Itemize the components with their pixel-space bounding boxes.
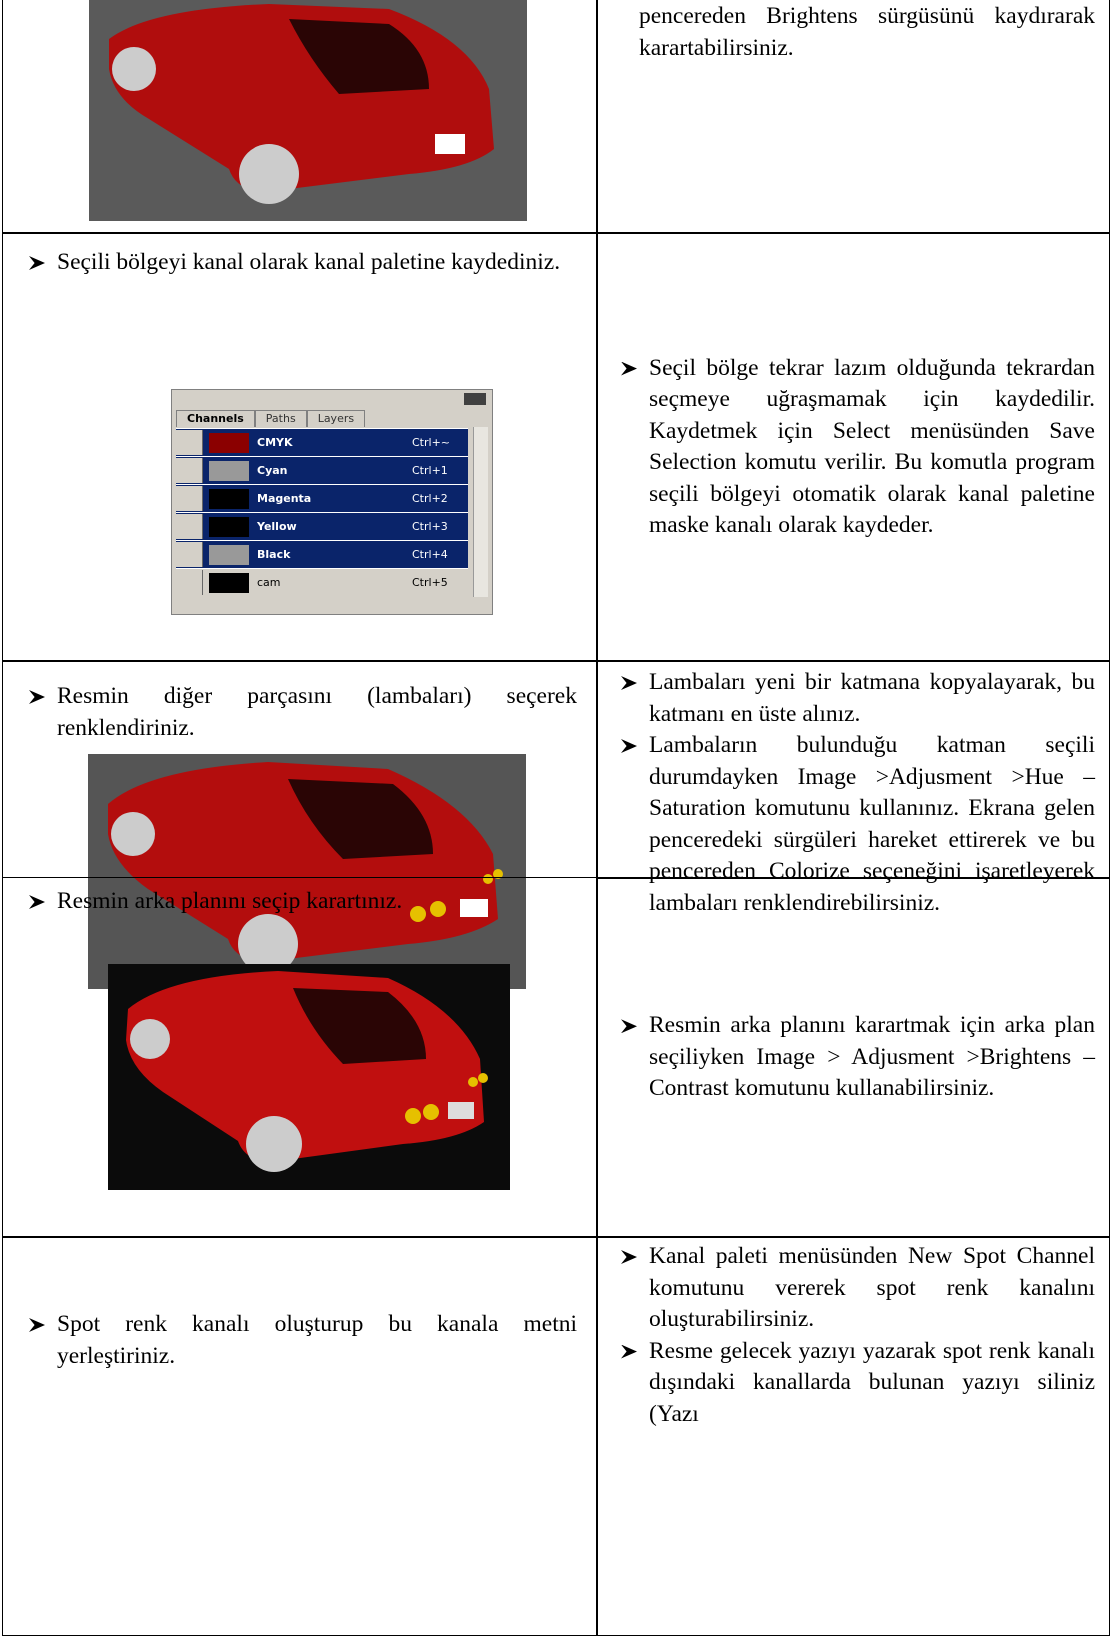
eye-toggle bbox=[176, 486, 203, 511]
text: Seçil bölge tekrar lazım olduğunda tekra… bbox=[649, 354, 1095, 539]
channel-name: cam bbox=[257, 575, 281, 589]
channel-row: Magenta Ctrl+2 bbox=[176, 484, 468, 512]
thumbnail bbox=[209, 572, 249, 593]
channel-shortcut: Ctrl+3 bbox=[412, 519, 448, 533]
cell: Seçili bölgeyi kanal olarak kanal paleti… bbox=[2, 232, 598, 662]
bullet-item: Spot renk kanalı oluşturup bu kanala met… bbox=[25, 1309, 577, 1372]
eye-toggle bbox=[176, 458, 203, 483]
text: Resmin diğer parçasını (lambaları) seçer… bbox=[57, 683, 577, 741]
thumbnail bbox=[209, 432, 249, 453]
bullet-item: Kanal paleti menüsünden New Spot Channel… bbox=[617, 1241, 1095, 1336]
channel-name: Magenta bbox=[257, 491, 312, 505]
text: Kanal paleti menüsünden New Spot Channel… bbox=[649, 1243, 1095, 1332]
channel-shortcut: Ctrl+2 bbox=[412, 491, 448, 505]
cell: Lambaları yeni bir katmana kopyalayarak,… bbox=[596, 660, 1110, 916]
channel-name: Yellow bbox=[257, 519, 297, 533]
thumbnail bbox=[209, 544, 249, 565]
window-buttons bbox=[464, 393, 486, 405]
channel-shortcut: Ctrl+5 bbox=[412, 575, 448, 589]
channel-name: Black bbox=[257, 547, 291, 561]
car-image bbox=[108, 964, 510, 1190]
bullet-item: Seçili bölgeyi kanal olarak kanal paleti… bbox=[25, 247, 577, 279]
cell: Spot renk kanalı oluşturup bu kanala met… bbox=[2, 1236, 598, 1636]
tab: Layers bbox=[306, 410, 366, 427]
channel-name: CMYK bbox=[257, 435, 293, 449]
thumbnail bbox=[209, 516, 249, 537]
bullet-item: Resmin arka planını seçip karartınız. bbox=[25, 886, 577, 918]
cell bbox=[2, 0, 598, 234]
channel-row: Cyan Ctrl+1 bbox=[176, 456, 468, 484]
car-image bbox=[89, 0, 527, 221]
thumbnail bbox=[209, 488, 249, 509]
channel-row: cam Ctrl+5 bbox=[176, 568, 468, 596]
bullet-item: Lambaları yeni bir katmana kopyalayarak,… bbox=[617, 667, 1095, 730]
channel-shortcut: Ctrl+~ bbox=[412, 435, 451, 449]
text: Lambaları yeni bir katmana kopyalayarak,… bbox=[649, 669, 1095, 727]
thumbnail bbox=[209, 460, 249, 481]
tabs: Channels Paths Layers bbox=[176, 410, 366, 427]
cell: Kanal paleti menüsünden New Spot Channel… bbox=[596, 1236, 1110, 1636]
cell: Resmin arka planını karartmak için arka … bbox=[596, 877, 1110, 1238]
channel-row: Yellow Ctrl+3 bbox=[176, 512, 468, 540]
bullet-item: Seçil bölge tekrar lazım olduğunda tekra… bbox=[617, 353, 1095, 542]
bullet-item: Resmin diğer parçasını (lambaları) seçer… bbox=[25, 681, 577, 744]
bullet-item: Resme gelecek yazıyı yazarak spot renk k… bbox=[617, 1336, 1095, 1431]
channel-shortcut: Ctrl+1 bbox=[412, 463, 448, 477]
channel-name: Cyan bbox=[257, 463, 288, 477]
eye-toggle bbox=[176, 542, 203, 567]
text: Seçili bölgeyi kanal olarak kanal paleti… bbox=[57, 249, 561, 275]
cell: Resmin arka planını seçip karartınız. bbox=[2, 877, 598, 1238]
text: Lambaların bulunduğu katman seçili durum… bbox=[649, 732, 1095, 916]
tab: Channels bbox=[176, 410, 255, 427]
channel-shortcut: Ctrl+4 bbox=[412, 547, 448, 561]
cell: Seçil bölge tekrar lazım olduğunda tekra… bbox=[596, 232, 1110, 662]
text: Resmin arka planını seçip karartınız. bbox=[57, 888, 403, 914]
channel-row: CMYK Ctrl+~ bbox=[176, 428, 468, 456]
scrollbar bbox=[473, 427, 488, 597]
eye-toggle bbox=[176, 514, 203, 539]
paragraph: pencereden Brightens sürgüsünü kaydırara… bbox=[639, 3, 1095, 61]
cell: pencereden Brightens sürgüsünü kaydırara… bbox=[596, 0, 1110, 234]
eye-toggle bbox=[176, 430, 203, 455]
channel-row: Black Ctrl+4 bbox=[176, 540, 468, 568]
channels-palette: Channels Paths Layers CMYK Ctrl+~ Cyan Ctrl+1… bbox=[171, 389, 493, 615]
text: Resme gelecek yazıyı yazarak spot renk k… bbox=[649, 1337, 1095, 1427]
text: Resmin arka planını karartmak için arka … bbox=[649, 1012, 1095, 1102]
bullet-item: Lambaların bulunduğu katman seçili durum… bbox=[617, 730, 1095, 919]
tab: Paths bbox=[254, 410, 307, 427]
text: Spot renk kanalı oluşturup bu kanala met… bbox=[57, 1311, 577, 1369]
cell: Resmin diğer parçasını (lambaları) seçer… bbox=[2, 660, 598, 879]
eye-toggle bbox=[176, 570, 203, 595]
car-image bbox=[88, 754, 526, 989]
bullet-item: Resmin arka planını karartmak için arka … bbox=[617, 1010, 1095, 1105]
